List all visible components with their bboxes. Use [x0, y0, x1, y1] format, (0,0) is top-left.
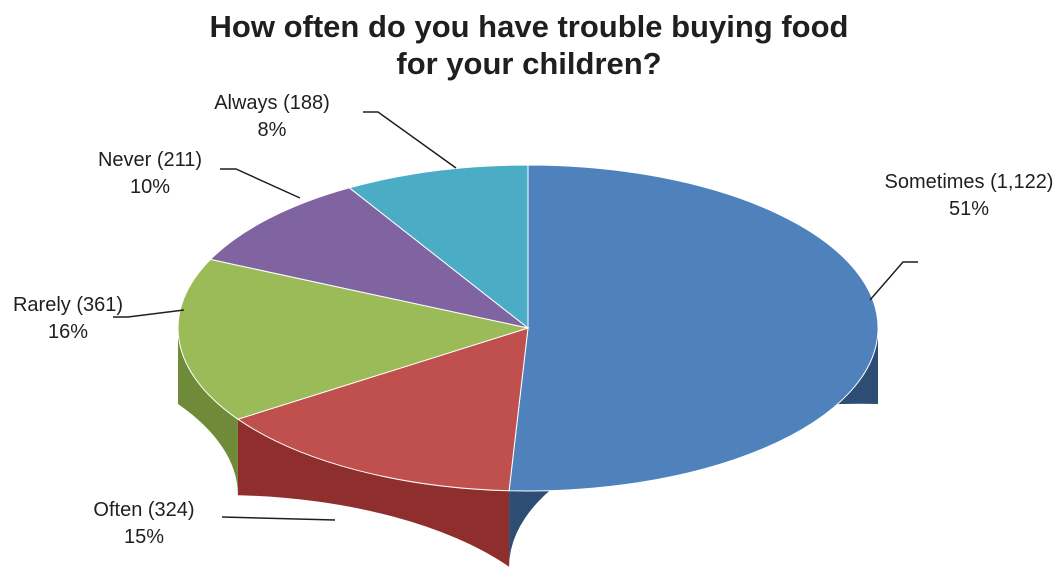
slice-label-category: Always (188)	[214, 92, 330, 114]
pie-tops	[177, 164, 879, 492]
slice-label-percent: 15%	[124, 526, 164, 548]
pie-slice-rarely	[177, 258, 530, 420]
pie-slice-never	[209, 187, 529, 329]
chart-title-line-1: How often do you have trouble buying foo…	[209, 9, 849, 44]
pie-leaders	[113, 111, 918, 521]
pie-slice-always	[348, 164, 529, 330]
pie-slice-sometimes	[508, 164, 879, 492]
slice-label-percent: 8%	[258, 119, 287, 141]
slice-label-percent: 51%	[949, 198, 989, 220]
slice-label-category: Never (211)	[98, 149, 202, 171]
chart-title-line-2: for your children?	[396, 46, 662, 81]
leader-line-sometimes	[869, 261, 918, 301]
slice-label-category: Rarely (361)	[13, 294, 123, 316]
chart-title: How often do you have trouble buying foo…	[0, 8, 1058, 82]
slice-label-rarely: Rarely (361) 16%	[13, 294, 123, 343]
slice-label-category: Often (324)	[93, 499, 194, 521]
slice-label-never: Never (211) 10%	[98, 149, 202, 198]
leader-line-always	[363, 111, 457, 169]
leader-line-never	[220, 168, 301, 199]
pie-slice-often	[236, 327, 529, 492]
slice-label-always: Always (188) 8%	[214, 92, 330, 141]
leader-line-often	[221, 516, 336, 521]
slice-label-often: Often (324) 15%	[93, 499, 194, 548]
slice-label-percent: 16%	[48, 321, 88, 343]
slice-label-category: Sometimes (1,122)	[885, 171, 1054, 193]
slice-label-percent: 10%	[130, 176, 170, 198]
pie-labels: Sometimes (1,122) 51% Often (324) 15% Rarely…	[13, 92, 1054, 548]
leader-line-rarely	[113, 309, 185, 318]
slice-label-sometimes: Sometimes (1,122) 51%	[885, 171, 1054, 220]
